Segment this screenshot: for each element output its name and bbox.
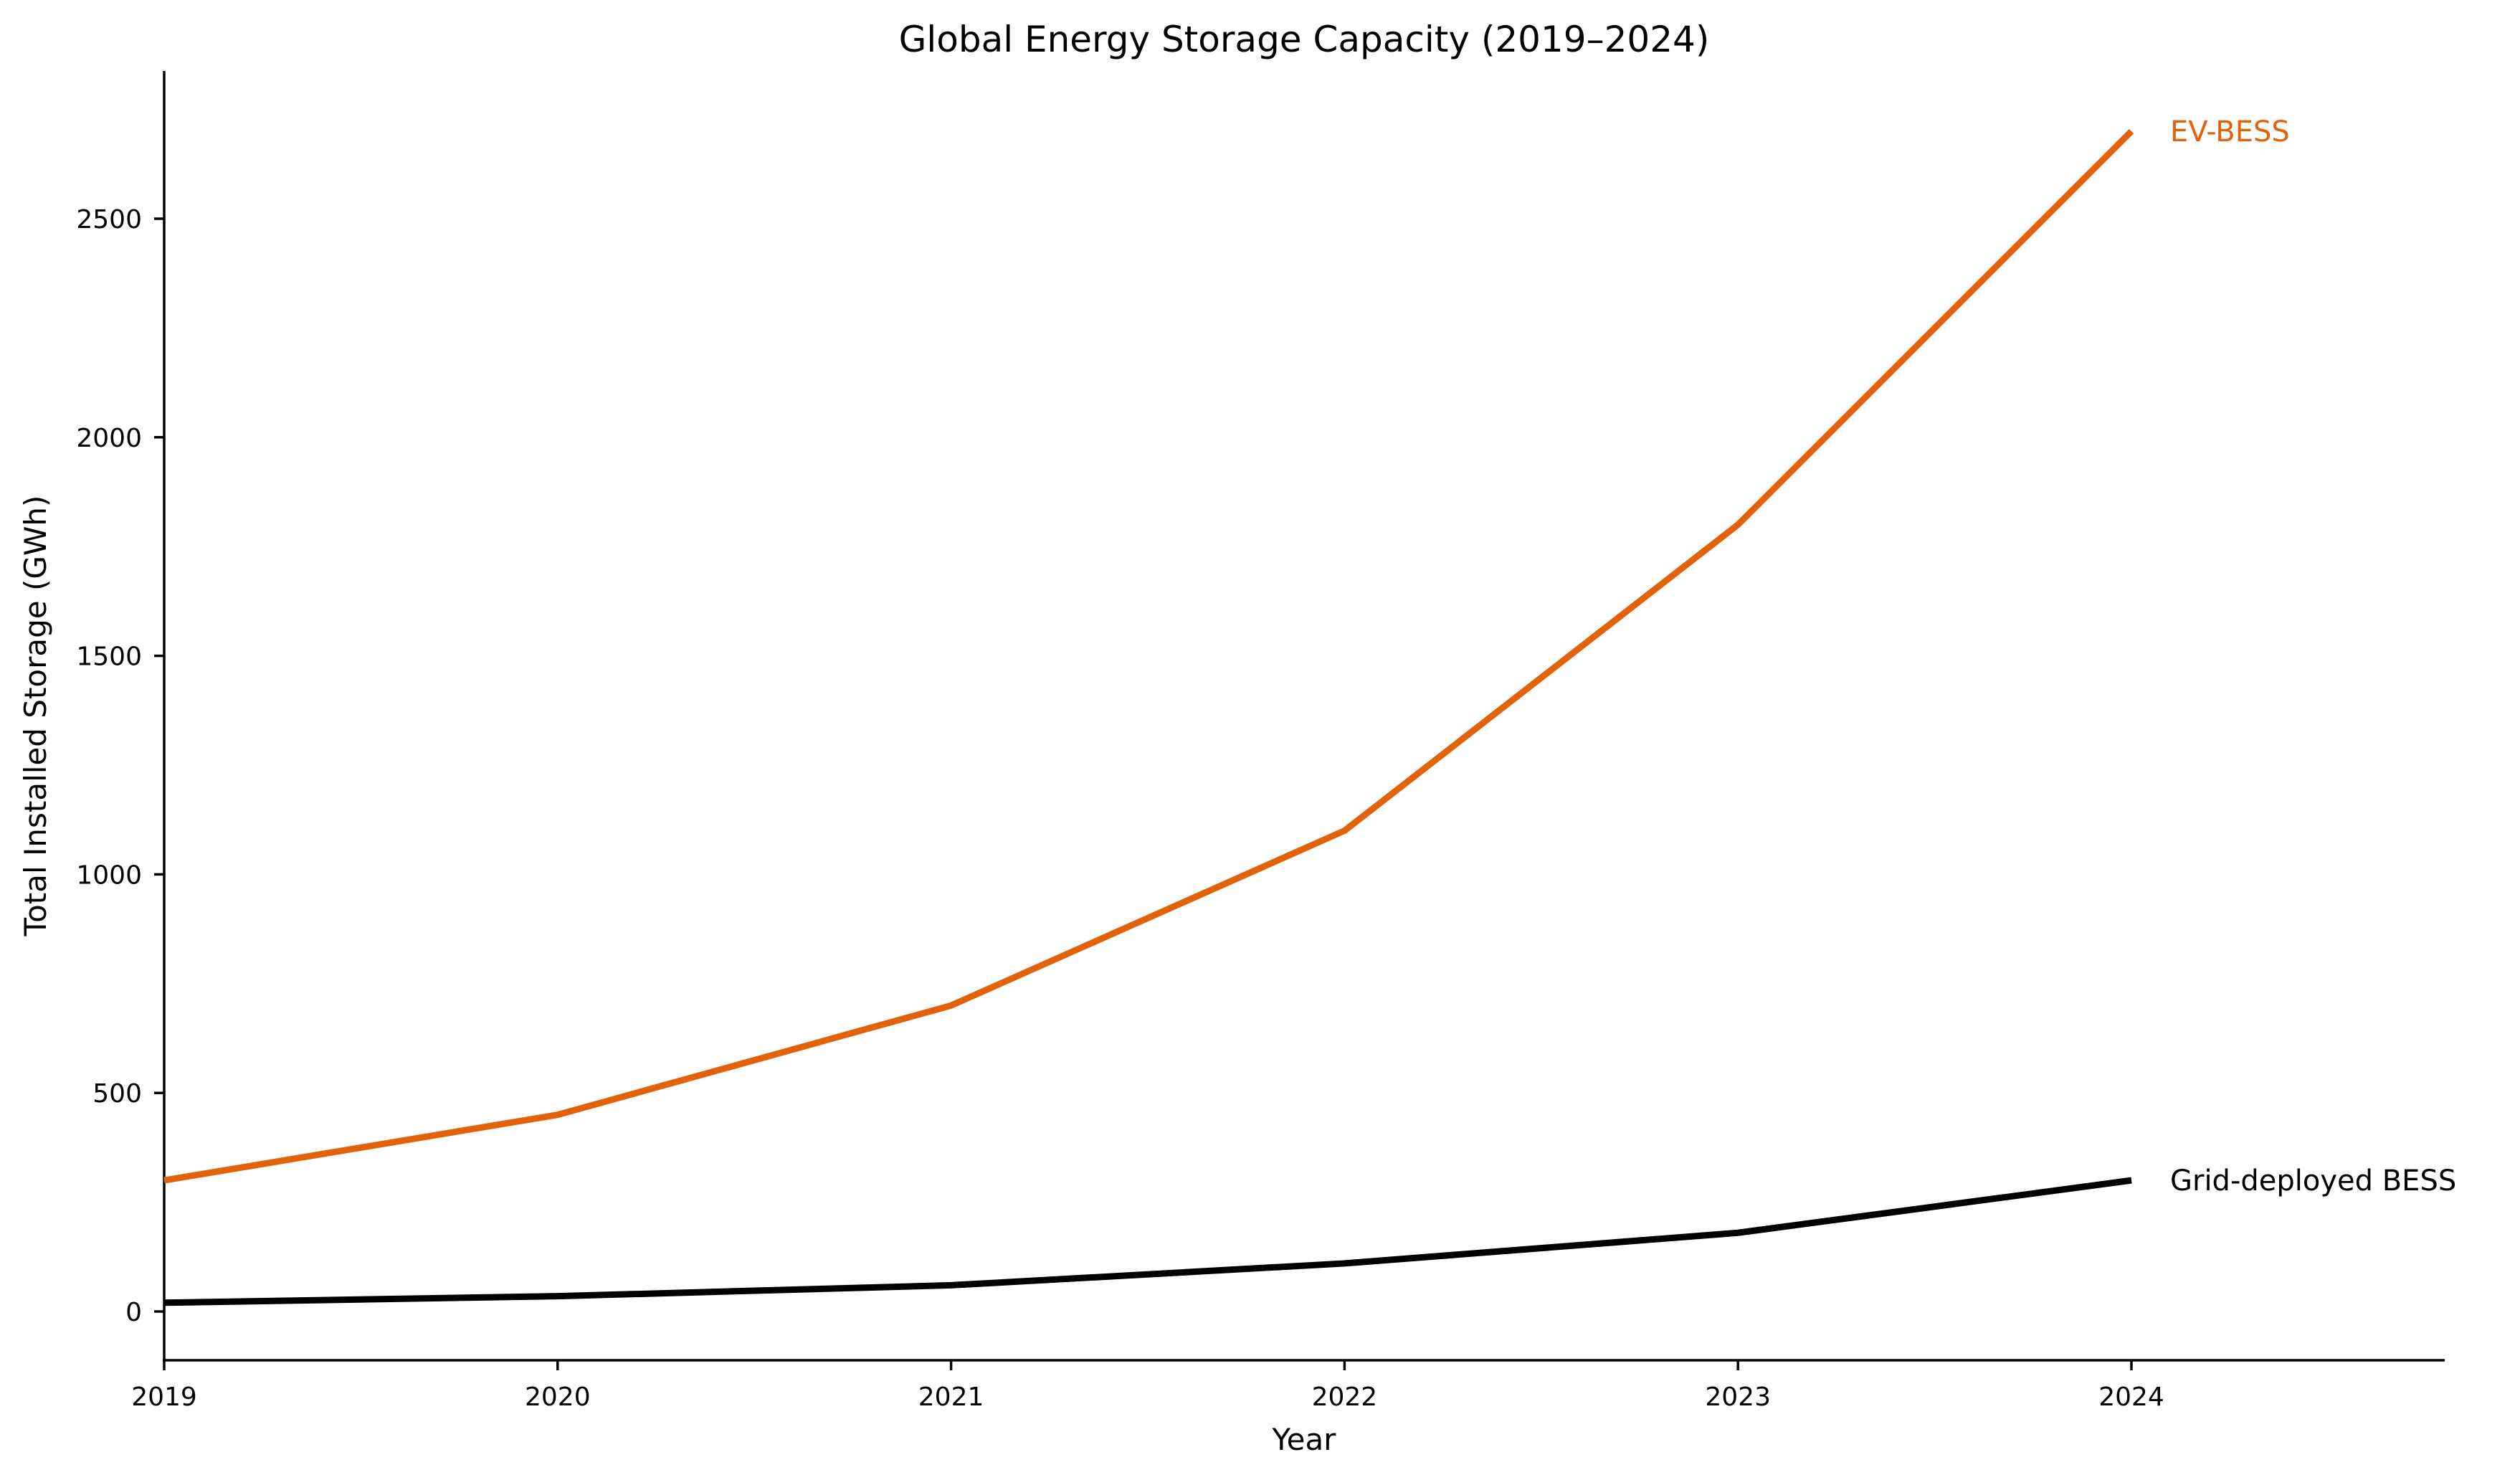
series-group (163, 128, 2134, 1306)
y-tick-label: 500 (92, 1079, 142, 1109)
x-axis-ticks: 2019 2020 2021 2022 2023 2024 (131, 1360, 2164, 1412)
x-axis-label: Year (1272, 1422, 1337, 1457)
x-tick-label: 2022 (1312, 1382, 1378, 1412)
series-line-grid-deployed-bess (163, 1177, 2132, 1306)
chart-title: Global Energy Storage Capacity (2019–202… (899, 19, 1710, 60)
plot-area: 0 500 1000 1500 2000 2500 2019 2020 2021 2022 202… (76, 71, 2456, 1412)
x-tick-label: 2021 (918, 1382, 984, 1412)
series-labels: EV-BESS Grid-deployed BESS (2170, 115, 2456, 1197)
y-tick-label: 0 (125, 1298, 142, 1327)
y-tick-label: 1000 (76, 860, 142, 890)
x-tick-label: 2019 (131, 1382, 197, 1412)
y-tick-label: 2000 (76, 424, 142, 453)
series-line-ev-bess (163, 128, 2134, 1184)
y-axis-label: Total Installed Storage (GWh) (18, 495, 53, 937)
y-axis-ticks: 0 500 1000 1500 2000 2500 (76, 205, 164, 1327)
series-label-grid-deployed-bess: Grid-deployed BESS (2170, 1164, 2456, 1197)
x-tick-label: 2024 (2098, 1382, 2164, 1412)
series-label-ev-bess: EV-BESS (2170, 115, 2290, 148)
x-tick-label: 2023 (1705, 1382, 1771, 1412)
y-tick-label: 2500 (76, 205, 142, 234)
y-tick-label: 1500 (76, 642, 142, 672)
x-tick-label: 2020 (525, 1382, 591, 1412)
